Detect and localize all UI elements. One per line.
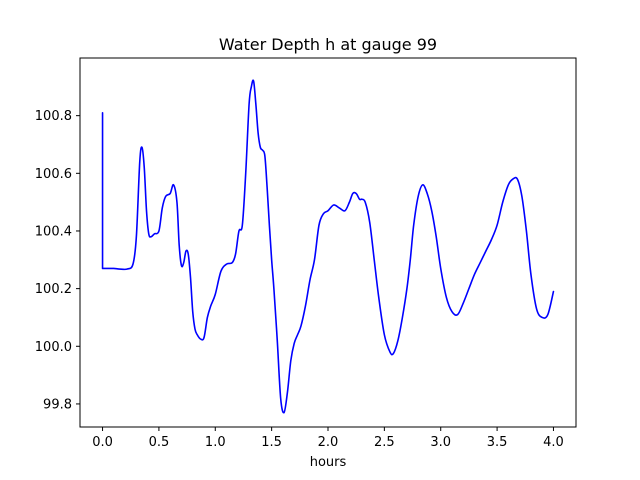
x-tick-label: 0.5 xyxy=(149,435,170,450)
water-depth-series-line xyxy=(101,79,555,414)
x-tick-label: 3.0 xyxy=(430,435,451,450)
y-axis-ticks: 99.8 100.0 100.2 100.4 100.6 100.8 xyxy=(35,109,80,412)
x-tick-label: 0.0 xyxy=(92,435,113,450)
x-tick-label: 4.0 xyxy=(543,435,564,450)
x-tick-label: 2.0 xyxy=(318,435,339,450)
y-tick-label: 100.6 xyxy=(35,167,72,182)
y-tick-label: 100.0 xyxy=(35,340,72,355)
x-tick-label: 2.5 xyxy=(374,435,395,450)
x-axis-ticks: 0.0 0.5 1.0 1.5 2.0 2.5 3.0 3.5 4.0 xyxy=(92,427,564,450)
x-tick-label: 1.0 xyxy=(205,435,226,450)
x-tick-label: 3.5 xyxy=(487,435,508,450)
chart-title: Water Depth h at gauge 99 xyxy=(219,35,437,54)
plot-area xyxy=(80,58,576,427)
y-tick-label: 100.4 xyxy=(35,224,72,239)
x-tick-label: 1.5 xyxy=(261,435,282,450)
y-tick-label: 99.8 xyxy=(43,397,72,412)
y-tick-label: 100.2 xyxy=(35,282,72,297)
plot-frame xyxy=(79,57,577,428)
y-tick-label: 100.8 xyxy=(35,109,72,124)
x-axis-label: hours xyxy=(310,455,347,470)
